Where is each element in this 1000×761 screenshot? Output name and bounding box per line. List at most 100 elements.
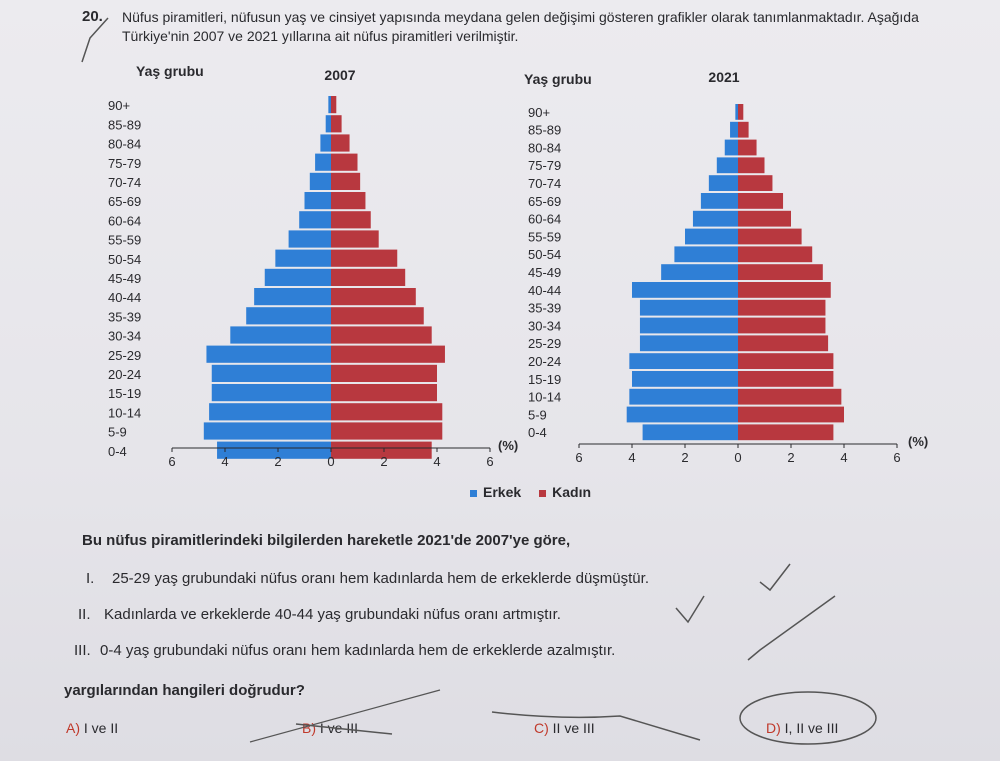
bar-female-5-9 [738, 406, 844, 423]
bar-female-75-79 [331, 153, 358, 171]
bar-female-15-19 [738, 371, 834, 387]
legend-male: Erkek [470, 484, 521, 500]
age-label-20-24: 20-24 [528, 354, 561, 369]
bar-male-30-34 [230, 326, 331, 344]
bar-male-80-84 [320, 134, 331, 152]
age-label-15-19: 15-19 [108, 386, 141, 401]
bar-male-70-74 [708, 175, 738, 191]
age-label-55-59: 55-59 [108, 233, 141, 248]
statement-3: III. 0-4 yaş grubundaki nüfus oranı hem k… [74, 642, 615, 659]
age-label-65-69: 65-69 [528, 194, 561, 209]
bar-male-40-44 [632, 282, 738, 298]
age-label-45-49: 45-49 [108, 271, 141, 286]
x-axis-unit-2021: (%) [908, 434, 928, 449]
age-label-70-74: 70-74 [108, 175, 141, 190]
bar-female-25-29 [331, 345, 445, 363]
option-d[interactable]: D) I, II ve III [766, 720, 838, 736]
legend-female-swatch [539, 489, 547, 497]
bar-female-0-4 [738, 424, 834, 441]
age-label-85-89: 85-89 [528, 123, 561, 138]
bar-male-25-29 [206, 345, 331, 363]
x-tick-label-4: 2 [380, 454, 387, 469]
x-tick-label-1: 4 [628, 450, 635, 465]
statement-1: I. 25-29 yaş grubundaki nüfus oranı hem k… [86, 570, 649, 587]
x-tick-label-0: 6 [575, 450, 582, 465]
age-label-5-9: 5-9 [108, 425, 127, 440]
statement-3-roman: III. [74, 642, 91, 659]
x-tick-label-5: 4 [840, 450, 847, 465]
bar-male-10-14 [629, 388, 738, 405]
bar-male-10-14 [209, 403, 331, 421]
y-axis-title-2021: Yaş grubu [524, 71, 592, 87]
statement-1-text: 25-29 yaş grubundaki nüfus oranı hem kad… [112, 570, 649, 587]
bar-male-60-64 [299, 211, 331, 229]
bar-male-85-89 [730, 121, 738, 138]
option-d-letter: D) [766, 720, 781, 736]
option-b[interactable]: B) I ve III [302, 720, 358, 736]
bar-female-10-14 [738, 388, 842, 405]
x-tick-label-1: 4 [221, 454, 228, 469]
option-a[interactable]: A) I ve II [66, 720, 118, 736]
legend-male-swatch [470, 489, 477, 497]
legend-female: Kadın [539, 484, 591, 500]
x-tick-label-5: 4 [433, 454, 440, 469]
age-label-35-39: 35-39 [528, 301, 561, 316]
bar-male-40-44 [254, 288, 331, 306]
bar-male-65-69 [700, 193, 738, 209]
bar-male-90+ [735, 104, 738, 120]
bar-female-85-89 [738, 121, 749, 138]
age-label-85-89: 85-89 [108, 117, 141, 132]
bar-female-60-64 [738, 210, 791, 227]
bar-female-40-44 [738, 282, 831, 298]
age-label-10-14: 10-14 [108, 405, 141, 420]
x-axis-unit-2007: (%) [498, 438, 518, 453]
x-tick-label-3: 0 [327, 454, 334, 469]
age-label-25-29: 25-29 [108, 348, 141, 363]
bar-male-60-64 [692, 210, 738, 227]
bar-male-0-4 [642, 424, 738, 441]
bar-male-20-24 [629, 353, 738, 369]
bar-female-55-59 [738, 228, 802, 245]
bar-male-20-24 [211, 364, 331, 382]
age-label-35-39: 35-39 [108, 309, 141, 324]
question-stem: Bu nüfus piramitlerindeki bilgilerden ha… [82, 532, 571, 549]
bar-female-40-44 [331, 288, 416, 306]
age-label-40-44: 40-44 [108, 290, 141, 305]
age-label-10-14: 10-14 [528, 390, 561, 405]
bar-female-30-34 [738, 317, 826, 334]
age-label-25-29: 25-29 [528, 336, 561, 351]
age-label-45-49: 45-49 [528, 265, 561, 280]
bar-female-35-39 [331, 307, 424, 325]
bar-female-70-74 [331, 172, 361, 190]
age-label-60-64: 60-64 [108, 213, 141, 228]
bar-female-15-19 [331, 384, 437, 402]
age-label-20-24: 20-24 [108, 367, 141, 382]
bar-female-50-54 [738, 246, 813, 263]
bar-female-50-54 [331, 249, 398, 267]
question-ask: yargılarından hangileri doğrudur? [64, 682, 305, 699]
bar-male-5-9 [626, 406, 738, 423]
option-a-text: I ve II [83, 720, 119, 736]
option-c[interactable]: C) II ve III [534, 720, 595, 736]
age-label-5-9: 5-9 [528, 407, 547, 422]
option-d-text: I, II ve III [784, 720, 839, 736]
chart-title-2021: 2021 [708, 69, 739, 85]
x-tick-label-2: 2 [681, 450, 688, 465]
option-c-text: II ve III [552, 720, 595, 736]
bar-male-85-89 [325, 115, 331, 133]
bar-female-60-64 [331, 211, 371, 229]
statement-1-roman: I. [86, 570, 95, 587]
bar-female-90+ [331, 96, 337, 114]
age-label-0-4: 0-4 [528, 425, 547, 440]
bar-female-35-39 [738, 299, 826, 316]
y-axis-title-2007: Yaş grubu [136, 63, 204, 79]
legend-male-label: Erkek [483, 484, 522, 500]
bar-female-80-84 [331, 134, 350, 152]
bar-male-35-39 [246, 307, 331, 325]
bar-female-65-69 [331, 192, 366, 210]
bar-female-75-79 [738, 157, 765, 174]
bar-female-80-84 [738, 139, 757, 156]
statement-2-roman: II. [78, 606, 91, 623]
bar-male-65-69 [304, 192, 331, 210]
age-label-15-19: 15-19 [528, 372, 561, 387]
